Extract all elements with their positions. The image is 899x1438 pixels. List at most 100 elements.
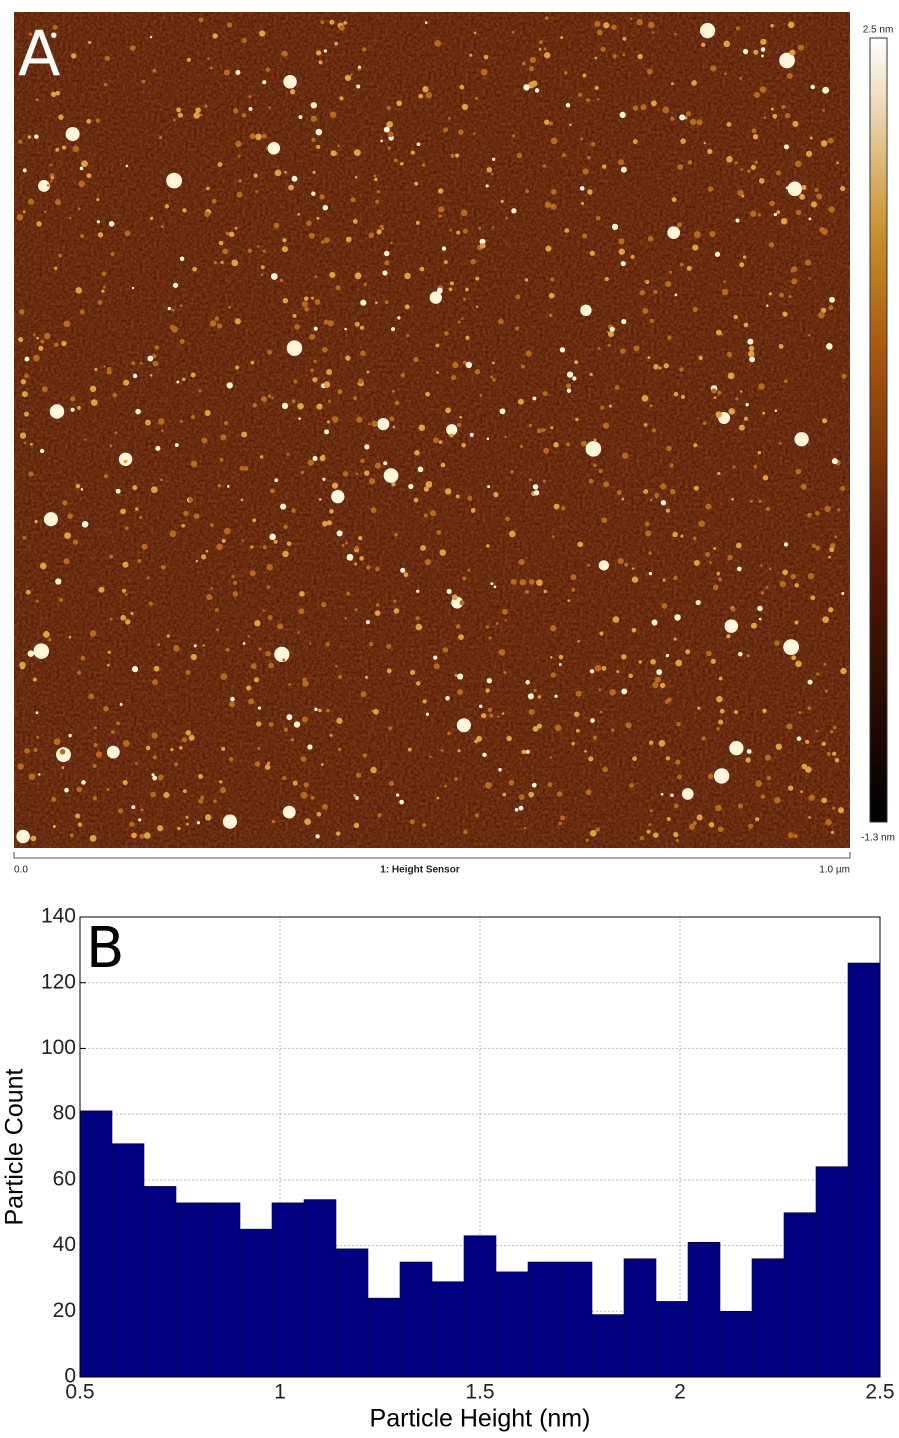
- afm-particle: [102, 285, 106, 289]
- afm-particle: [679, 367, 684, 372]
- afm-particle: [805, 259, 812, 266]
- afm-particle: [636, 18, 643, 26]
- afm-particle: [40, 339, 45, 344]
- afm-particle: [297, 631, 301, 634]
- afm-particle: [323, 237, 330, 243]
- afm-particle: [118, 452, 133, 467]
- afm-particle: [291, 508, 296, 513]
- afm-particle: [49, 404, 65, 419]
- afm-particle: [36, 336, 40, 340]
- bar: [495, 1271, 529, 1378]
- afm-particle: [225, 232, 230, 236]
- afm-particle: [486, 678, 493, 684]
- afm-particle: [661, 603, 668, 609]
- afm-particle: [707, 148, 713, 155]
- afm-particle: [834, 535, 838, 539]
- afm-particle: [748, 350, 755, 358]
- afm-particle: [241, 37, 247, 44]
- afm-particle: [345, 355, 351, 361]
- afm-particle: [824, 505, 831, 513]
- afm-particle: [481, 713, 487, 719]
- afm-particle: [658, 740, 666, 747]
- afm-particle: [288, 683, 292, 686]
- afm-particle: [787, 181, 803, 197]
- afm-particle: [550, 137, 558, 145]
- afm-particle: [69, 833, 74, 838]
- afm-particle: [594, 85, 599, 91]
- afm-particle: [231, 259, 239, 267]
- afm-particle: [368, 232, 375, 239]
- afm-particle: [727, 372, 735, 380]
- afm-particle: [525, 749, 530, 754]
- afm-particle: [594, 664, 602, 672]
- afm-particle: [43, 512, 59, 527]
- afm-particle: [407, 747, 412, 752]
- afm-particle: [217, 162, 223, 167]
- afm-particle: [53, 738, 61, 746]
- afm-particle: [717, 390, 722, 395]
- afm-particle: [22, 210, 26, 214]
- afm-particle: [268, 722, 274, 727]
- afm-particle: [465, 287, 469, 292]
- afm-particle: [260, 265, 265, 270]
- afm-particle: [762, 475, 769, 481]
- afm-particle: [726, 156, 733, 163]
- afm-particle: [103, 474, 109, 479]
- afm-particle: [444, 784, 448, 788]
- afm-particle: [553, 442, 559, 448]
- afm-particle: [325, 641, 330, 647]
- afm-particle: [16, 829, 30, 844]
- afm-particle: [573, 711, 580, 717]
- afm-particle: [35, 98, 39, 102]
- afm-particle: [841, 373, 847, 379]
- afm-particle: [487, 485, 491, 489]
- afm-particle: [701, 42, 706, 48]
- afm-particle: [729, 741, 744, 756]
- afm-particle: [515, 294, 521, 300]
- afm-particle: [629, 783, 634, 788]
- afm-particle: [723, 40, 731, 48]
- afm-particle: [580, 304, 592, 316]
- afm-particle: [185, 670, 191, 675]
- afm-particle: [737, 803, 744, 809]
- afm-particle: [409, 669, 416, 676]
- afm-particle: [169, 530, 177, 538]
- afm-particle: [549, 656, 553, 659]
- afm-particle: [609, 688, 616, 696]
- afm-particle: [50, 176, 55, 180]
- afm-particle: [506, 735, 512, 742]
- afm-particle: [262, 609, 265, 613]
- afm-particle: [424, 558, 432, 566]
- afm-particle: [92, 796, 98, 801]
- afm-particle: [621, 688, 628, 695]
- afm-particle: [260, 396, 267, 402]
- afm-particle: [651, 100, 657, 107]
- afm-particle: [18, 139, 23, 144]
- afm-particle: [593, 463, 597, 468]
- afm-particle: [29, 442, 33, 446]
- afm-particle: [528, 578, 535, 585]
- afm-particle: [362, 47, 367, 52]
- afm-particle: [674, 293, 678, 297]
- afm-particle: [354, 608, 358, 612]
- afm-particle: [383, 126, 390, 133]
- afm-particle: [531, 80, 538, 87]
- afm-particle: [89, 630, 97, 637]
- afm-particle: [708, 821, 715, 828]
- afm-particle: [319, 194, 325, 200]
- afm-particle: [490, 582, 494, 586]
- afm-particle: [370, 507, 377, 514]
- afm-particle: [236, 191, 243, 198]
- afm-particle: [283, 727, 289, 732]
- afm-particle: [519, 444, 524, 448]
- afm-particle: [717, 471, 721, 476]
- afm-particle: [705, 551, 711, 557]
- afm-particle: [277, 623, 284, 630]
- afm-particle: [612, 54, 617, 59]
- bar: [719, 1310, 753, 1378]
- afm-particle: [544, 119, 550, 125]
- afm-particle: [457, 749, 461, 753]
- afm-particle: [815, 545, 821, 551]
- afm-particle: [762, 708, 767, 714]
